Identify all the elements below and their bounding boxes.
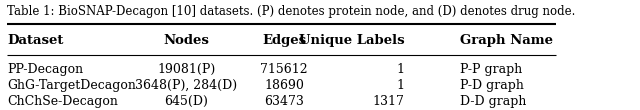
Text: ChChSe-Decagon: ChChSe-Decagon — [7, 95, 118, 108]
Text: 715612: 715612 — [260, 63, 308, 76]
Text: Nodes: Nodes — [163, 34, 209, 47]
Text: Graph Name: Graph Name — [461, 34, 554, 47]
Text: 645(D): 645(D) — [164, 95, 208, 108]
Text: 18690: 18690 — [264, 79, 304, 92]
Text: 1: 1 — [397, 79, 404, 92]
Text: Edges: Edges — [262, 34, 306, 47]
Text: 63473: 63473 — [264, 95, 304, 108]
Text: 19081(P): 19081(P) — [157, 63, 215, 76]
Text: P-P graph: P-P graph — [461, 63, 523, 76]
Text: P-D graph: P-D graph — [461, 79, 524, 92]
Text: 1317: 1317 — [372, 95, 404, 108]
Text: Unique Labels: Unique Labels — [299, 34, 404, 47]
Text: 1: 1 — [397, 63, 404, 76]
Text: Dataset: Dataset — [7, 34, 63, 47]
Text: GhG-TargetDecagon: GhG-TargetDecagon — [7, 79, 136, 92]
Text: D-D graph: D-D graph — [461, 95, 527, 108]
Text: PP-Decagon: PP-Decagon — [7, 63, 83, 76]
Text: Table 1: BioSNAP-Decagon [10] datasets. (P) denotes protein node, and (D) denote: Table 1: BioSNAP-Decagon [10] datasets. … — [7, 5, 575, 17]
Text: 3648(P), 284(D): 3648(P), 284(D) — [135, 79, 237, 92]
